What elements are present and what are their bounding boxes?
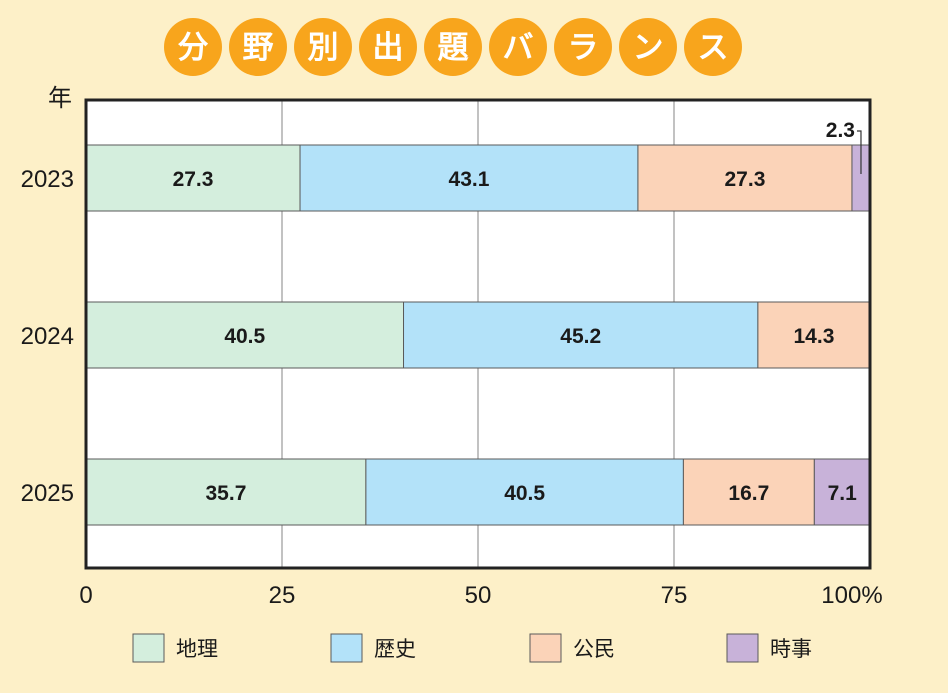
- data-label: 7.1: [828, 482, 858, 505]
- title-char-circle: [554, 18, 612, 76]
- x-tick-label: 0: [79, 582, 92, 609]
- title-char: 分: [178, 30, 209, 66]
- legend-label: 歴史: [374, 637, 416, 661]
- x-tick-labels: 0 25 50 75 100%: [79, 582, 882, 609]
- plot-frame: [84, 98, 872, 570]
- title-char-circle: [359, 18, 417, 76]
- title-char-circle: [229, 18, 287, 76]
- x-tick-label: 50: [465, 582, 492, 609]
- bar-segment: [637, 144, 853, 212]
- title-char: ス: [698, 30, 729, 66]
- title-char-circle: [294, 18, 352, 76]
- legend-swatch: [529, 633, 562, 663]
- title-char-circle: [684, 18, 742, 76]
- category-labels: 2023 2024 2025: [21, 166, 74, 507]
- title-char-circle: [489, 18, 547, 76]
- data-label: 45.2: [560, 325, 601, 348]
- bars: [85, 144, 871, 526]
- x-tick-label: 100%: [821, 582, 882, 609]
- data-label: 40.5: [224, 325, 265, 348]
- title-char: 野: [243, 30, 274, 66]
- title-char-circle: [164, 18, 222, 76]
- title-char: ラ: [568, 30, 599, 66]
- data-label: 14.3: [794, 325, 835, 348]
- data-label: 27.3: [173, 168, 214, 191]
- title-char: 題: [438, 30, 469, 66]
- title-char: バ: [503, 30, 534, 66]
- x-tick-label: 75: [661, 582, 688, 609]
- category-label: 2023: [21, 166, 74, 193]
- chart-title: 分野別出題バランス: [164, 18, 742, 76]
- data-label: 27.3: [725, 168, 766, 191]
- title-char: 別: [308, 30, 339, 66]
- title-char-circle: [424, 18, 482, 76]
- title-char-circle: [619, 18, 677, 76]
- data-label: 2.3: [826, 119, 855, 142]
- bar-segment: [85, 301, 405, 369]
- data-label: 16.7: [728, 482, 769, 505]
- data-labels: 27.3 43.1 27.3 2.3 40.5 45.2 14.3 35.7 40.5 16.7 7…: [173, 119, 862, 505]
- bar-segment: [365, 458, 684, 526]
- legend-label: 公民: [573, 637, 615, 661]
- x-tick-label: 25: [269, 582, 296, 609]
- data-label: 35.7: [206, 482, 247, 505]
- bar-segment: [85, 458, 367, 526]
- legend-label: 地理: [176, 637, 218, 661]
- legend-label: 時事: [770, 637, 812, 661]
- legend-swatch: [726, 633, 759, 663]
- y-axis-label: 年: [48, 85, 72, 112]
- category-label: 2025: [21, 480, 74, 507]
- bar-segment: [403, 301, 759, 369]
- legend: 地理 歴史 公民 時事: [132, 633, 812, 663]
- bar-segment: [757, 301, 871, 369]
- legend-swatch: [132, 633, 165, 663]
- data-label-leader: [856, 130, 862, 174]
- title-char: 出: [373, 30, 404, 66]
- legend-swatch: [330, 633, 363, 663]
- data-label: 40.5: [504, 482, 545, 505]
- category-label: 2024: [21, 323, 74, 350]
- data-label: 43.1: [449, 168, 490, 191]
- title-char: ン: [633, 30, 664, 66]
- bar-segment: [299, 144, 639, 212]
